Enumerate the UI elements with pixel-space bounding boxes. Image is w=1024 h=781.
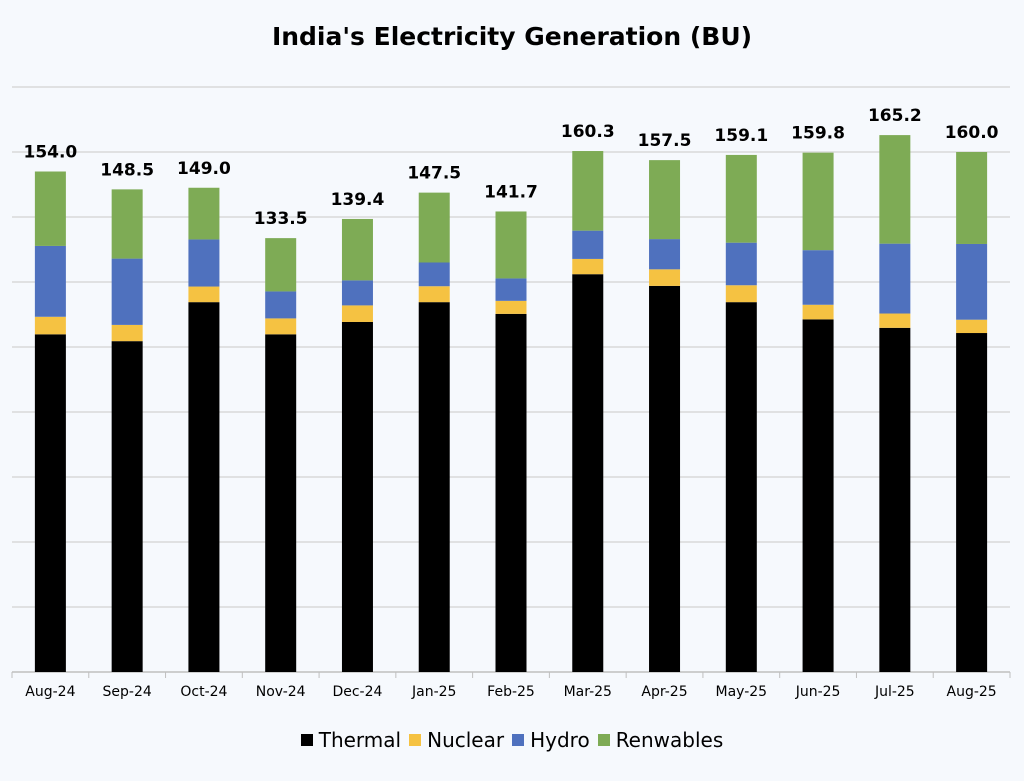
bar-segment-hydro	[879, 243, 911, 314]
bar-segment-renwables	[418, 192, 450, 263]
data-label: 154.0	[23, 143, 77, 163]
x-tick-label: Sep-24	[103, 684, 152, 700]
x-tick-label: Oct-24	[180, 684, 227, 700]
bar-segment-nuclear	[418, 286, 450, 303]
x-tick-label: Feb-25	[487, 684, 535, 700]
bar-segment-renwables	[802, 152, 834, 251]
legend: Thermal Nuclear Hydro Renwables	[0, 728, 1024, 752]
bar-segment-hydro	[802, 250, 834, 305]
bar-segment-renwables	[879, 135, 911, 244]
bar-segment-thermal	[418, 302, 450, 672]
bar-segment-nuclear	[34, 316, 66, 335]
legend-item-hydro: Hydro	[512, 728, 590, 752]
data-label: 141.7	[484, 182, 538, 202]
legend-item-renewables: Renwables	[597, 728, 724, 752]
bar-segment-hydro	[34, 245, 66, 317]
bar-segment-nuclear	[572, 258, 604, 275]
bar-segment-renwables	[495, 211, 527, 279]
bar-segment-renwables	[956, 152, 988, 244]
bar-segment-hydro	[956, 243, 988, 320]
chart-title: India's Electricity Generation (BU)	[271, 22, 753, 51]
bar-segment-hydro	[418, 262, 450, 287]
bar-segment-thermal	[572, 274, 604, 672]
bar-segment-renwables	[111, 189, 143, 259]
bar-segment-nuclear	[188, 286, 220, 303]
bar-segment-thermal	[341, 321, 373, 672]
x-tick-label: Dec-24	[332, 684, 382, 700]
bar-segment-nuclear	[265, 318, 297, 335]
data-label: 159.8	[791, 124, 845, 144]
bar-segment-hydro	[572, 230, 604, 259]
bar-segment-hydro	[265, 291, 297, 319]
bar-segment-renwables	[188, 187, 220, 240]
bar-segment-nuclear	[802, 304, 834, 320]
data-label: 133.5	[254, 209, 308, 229]
bar-segment-thermal	[802, 319, 834, 672]
bar-segment-hydro	[111, 258, 143, 325]
bar-segment-nuclear	[956, 319, 988, 334]
legend-swatch-hydro	[512, 734, 525, 746]
bar-segment-thermal	[879, 327, 911, 672]
bar-segment-thermal	[495, 313, 527, 672]
legend-label: Nuclear	[427, 728, 505, 752]
bar-segment-renwables	[34, 171, 66, 246]
bar-segment-nuclear	[341, 305, 373, 322]
bar-segment-renwables	[649, 160, 681, 240]
x-tick-label: May-25	[716, 684, 768, 700]
bar-segment-renwables	[341, 218, 373, 281]
data-label: 147.5	[407, 164, 461, 184]
legend-item-nuclear: Nuclear	[409, 728, 504, 752]
x-tick-label: Jan-25	[411, 684, 456, 700]
legend-label: Renwables	[615, 728, 724, 752]
bar-segment-hydro	[725, 242, 757, 286]
data-label: 165.2	[868, 106, 922, 126]
bar-segment-hydro	[341, 280, 373, 306]
legend-swatch-renewables	[597, 734, 610, 746]
bar-segment-thermal	[34, 334, 66, 672]
bar-segment-thermal	[265, 334, 297, 672]
data-label: 148.5	[100, 160, 154, 180]
x-tick-label: Jun-25	[795, 684, 841, 700]
bar-segment-nuclear	[879, 313, 911, 328]
bar-segment-hydro	[188, 239, 220, 287]
bar-segment-thermal	[188, 302, 220, 672]
bar-segment-renwables	[725, 154, 757, 243]
x-tick-label: Mar-25	[564, 684, 612, 700]
data-label: 149.0	[177, 159, 231, 179]
legend-label: Thermal	[318, 728, 402, 752]
data-label: 157.5	[638, 131, 692, 151]
x-tick-label: Aug-25	[947, 684, 997, 700]
bar-segment-thermal	[649, 285, 681, 672]
x-tick-label: Nov-24	[256, 684, 306, 700]
bar-segment-nuclear	[725, 285, 757, 303]
bar-segment-nuclear	[111, 324, 143, 342]
bar-segment-thermal	[956, 333, 988, 672]
x-tick-label: Apr-25	[641, 684, 687, 700]
x-tick-label: Jul-25	[874, 684, 915, 700]
legend-swatch-nuclear	[409, 734, 422, 746]
legend-item-thermal: Thermal	[300, 728, 402, 752]
bar-segment-nuclear	[495, 300, 527, 314]
bar-segment-nuclear	[649, 269, 681, 286]
bar-segment-thermal	[111, 341, 143, 672]
bar-segment-thermal	[725, 302, 757, 672]
legend-label: Hydro	[530, 728, 590, 752]
data-label: 160.3	[561, 122, 615, 142]
bar-segment-renwables	[265, 238, 297, 292]
data-label: 159.1	[714, 126, 768, 146]
bar-segment-hydro	[649, 239, 681, 270]
x-tick-label: Aug-24	[25, 684, 75, 700]
data-label: 139.4	[331, 190, 385, 210]
bar-segment-hydro	[495, 278, 527, 301]
legend-swatch-thermal	[300, 734, 313, 746]
bar-segment-renwables	[572, 151, 604, 231]
data-label: 160.0	[945, 123, 999, 143]
